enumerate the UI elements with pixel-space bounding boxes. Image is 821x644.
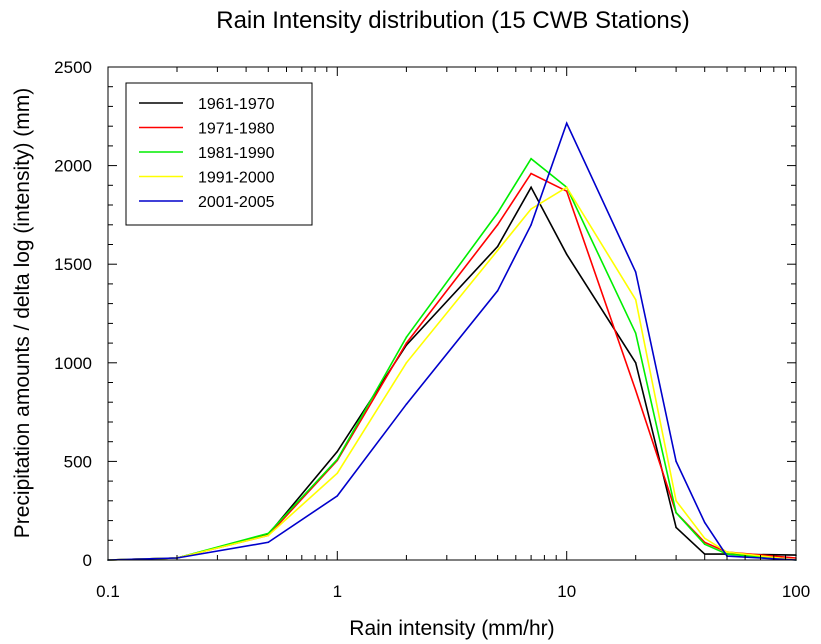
data-point-1981-1990-9	[675, 511, 677, 514]
data-point-1981-1990-10	[703, 543, 706, 545]
data-point-2001-2005-8	[634, 271, 637, 273]
y-tick-label: 0	[83, 551, 92, 570]
data-point-1991-2000-3	[336, 472, 339, 475]
data-point-1981-1990-3	[336, 458, 339, 461]
series-line-1961-1970	[107, 185, 797, 561]
data-point-1961-1970-10	[703, 553, 706, 555]
data-point-2001-2005-3	[336, 495, 339, 497]
legend-label-1981-1990: 1981-1990	[198, 145, 275, 162]
x-tick-label: 10	[557, 582, 576, 601]
data-point-1961-1970-8	[634, 362, 637, 364]
legend-label-1971-1980: 1971-1980	[198, 121, 275, 138]
data-point-1971-1980-5	[496, 224, 499, 226]
legend-label-2001-2005: 2001-2005	[198, 194, 275, 211]
data-point-1991-2000-11	[726, 551, 728, 553]
data-point-2001-2005-5	[496, 290, 499, 292]
y-tick-label: 2500	[54, 58, 92, 77]
data-point-1971-1980-7	[565, 190, 568, 192]
y-tick-label: 500	[64, 452, 92, 471]
y-axis-label: Precipitation amounts / delta log (inten…	[11, 88, 34, 539]
data-point-1991-2000-9	[675, 500, 677, 502]
series-line-1991-2000	[107, 186, 797, 561]
data-point-1981-1990-5	[496, 212, 499, 214]
plot-frame	[107, 66, 797, 561]
x-tick-label: 100	[782, 582, 810, 601]
data-point-1991-2000-5	[496, 249, 499, 252]
series-line-1971-1980	[107, 172, 797, 561]
y-tick-label: 2000	[54, 157, 92, 176]
data-point-1981-1990-4	[405, 336, 408, 339]
data-point-1991-2000-10	[703, 537, 706, 540]
data-point-2001-2005-9	[675, 460, 677, 463]
data-point-2001-2005-4	[405, 403, 408, 406]
data-point-1971-1980-4	[405, 342, 408, 344]
data-point-2001-2005-6	[530, 224, 532, 226]
data-point-2001-2005-10	[703, 521, 706, 524]
plot-area	[107, 121, 797, 561]
data-point-2001-2005-7	[565, 122, 568, 124]
data-point-1991-2000-2	[267, 534, 270, 537]
data-point-1981-1990-2	[267, 532, 270, 535]
data-point-1981-1990-6	[530, 157, 532, 160]
x-axis-label: Rain intensity (mm/hr)	[349, 617, 554, 640]
y-tick-label: 1500	[54, 255, 92, 274]
data-point-1961-1970-5	[496, 245, 499, 248]
data-point-1991-2000-4	[405, 362, 408, 364]
data-point-1961-1970-9	[675, 526, 677, 529]
legend-label-1991-2000: 1991-2000	[198, 170, 275, 187]
data-point-1971-1980-6	[530, 172, 532, 175]
data-point-1961-1970-7	[565, 253, 568, 256]
data-point-1991-2000-6	[530, 208, 532, 210]
legend: 1961-1970 1971-1980 1981-1990 1991-2000 2001…	[125, 82, 313, 226]
x-tick-label: 1	[333, 582, 342, 601]
legend-label-1961-1970: 1961-1970	[198, 96, 275, 113]
data-point-1971-1980-8	[634, 389, 637, 392]
data-point-1961-1970-6	[530, 186, 532, 189]
y-tick-label: 1000	[54, 354, 92, 373]
x-tick-label: 0.1	[96, 582, 120, 601]
data-point-2001-2005-2	[267, 541, 270, 544]
data-point-1981-1990-8	[634, 332, 637, 335]
data-point-1991-2000-7	[565, 186, 568, 189]
data-point-1961-1970-3	[336, 450, 339, 453]
data-point-1991-2000-8	[634, 298, 637, 301]
chart-title: Rain Intensity distribution (15 CWB Stat…	[216, 7, 690, 34]
